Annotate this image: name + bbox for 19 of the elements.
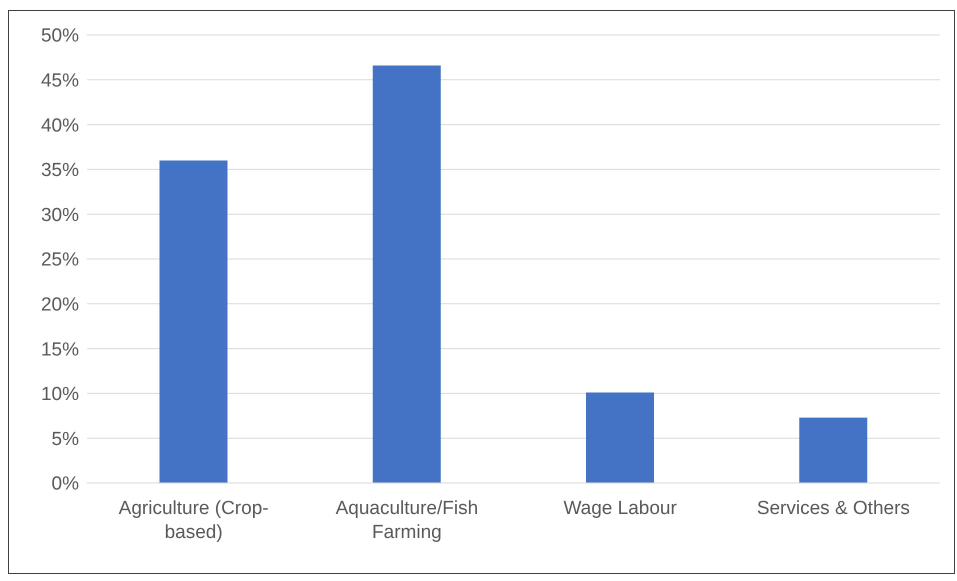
bar	[586, 392, 654, 483]
y-tick-label: 10%	[40, 384, 80, 406]
bar	[160, 160, 228, 483]
bar	[799, 418, 868, 483]
y-tick-label: 25%	[40, 250, 80, 271]
y-tick-label: 30%	[40, 204, 80, 226]
y-tick-label: 50%	[40, 26, 80, 47]
x-tick-label: Services & Others	[756, 498, 910, 519]
x-tick-label: Wage Labour	[563, 498, 678, 519]
y-tick-label: 5%	[52, 428, 80, 450]
bar	[372, 65, 441, 483]
y-tick-label: 0%	[52, 474, 80, 495]
y-tick-label: 15%	[40, 339, 80, 360]
x-tick-label: Aquaculture/Fish Farming	[336, 498, 478, 543]
y-tick-label: 35%	[40, 160, 80, 182]
x-tick-label: Agriculture (Crop-based)	[118, 498, 269, 543]
y-tick-label: 40%	[40, 115, 80, 136]
y-tick-label: 20%	[40, 294, 80, 316]
y-tick-label: 45%	[40, 70, 80, 92]
